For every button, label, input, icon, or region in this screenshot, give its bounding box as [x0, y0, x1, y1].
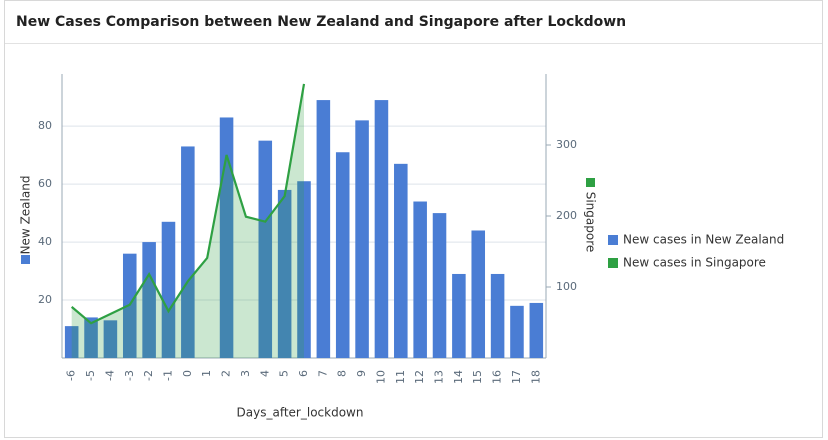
bar — [335, 152, 350, 358]
bar — [84, 317, 98, 358]
bar — [490, 273, 505, 358]
bar — [432, 213, 447, 358]
x-tick-label: 8 — [336, 370, 349, 377]
x-tick-label: 9 — [355, 370, 368, 377]
legend-swatch — [608, 258, 618, 268]
x-tick-label: 18 — [529, 370, 542, 384]
bar — [64, 326, 79, 358]
x-tick-label: 13 — [433, 370, 446, 384]
x-tick-label: 15 — [471, 370, 484, 384]
line — [70, 83, 306, 325]
y2-tick-label: 300 — [556, 138, 577, 151]
x-tick-label: -5 — [84, 370, 97, 381]
y-axis-title: New Zealand — [19, 176, 33, 255]
bar — [297, 181, 311, 358]
x-tick-label: -4 — [103, 370, 116, 381]
x-tick-label: 10 — [374, 370, 387, 384]
x-tick-label: 17 — [510, 370, 523, 384]
legend-label: New cases in New Zealand — [623, 233, 784, 247]
x-tick-label: 12 — [413, 370, 426, 384]
x-tick-label: 11 — [394, 370, 407, 384]
bar — [529, 302, 544, 358]
bar — [142, 242, 156, 358]
x-tick-label: -3 — [123, 370, 136, 381]
bar — [471, 230, 486, 358]
y2-axis-title: Singapore — [584, 192, 598, 253]
y-tick-label: 40 — [38, 235, 52, 248]
legend-swatch — [608, 235, 618, 245]
x-tick-label: 5 — [278, 370, 291, 377]
bar — [103, 320, 118, 358]
bar — [277, 189, 292, 358]
x-tick-label: 1 — [200, 370, 213, 377]
x-tick-label: 4 — [258, 370, 271, 377]
bar — [355, 120, 369, 359]
x-tick-label: -2 — [142, 370, 155, 381]
bar — [258, 140, 273, 358]
bar — [316, 100, 331, 358]
y2-axis-key — [586, 178, 595, 187]
y2-tick-label: 100 — [556, 280, 577, 293]
chart-title: New Cases Comparison between New Zealand… — [16, 14, 626, 30]
y-tick-label: 80 — [38, 119, 52, 132]
y-tick-label: 20 — [38, 293, 52, 306]
x-tick-label: 7 — [316, 370, 329, 377]
x-tick-label: 6 — [297, 370, 310, 377]
legend-label: New cases in Singapore — [623, 256, 766, 270]
bar — [181, 146, 195, 358]
x-tick-label: -6 — [65, 370, 78, 381]
x-tick-label: 2 — [220, 370, 233, 377]
x-tick-label: -1 — [161, 370, 174, 381]
bar — [510, 305, 524, 358]
bar — [452, 273, 466, 358]
x-axis-title: Days_after_lockdown — [237, 406, 364, 420]
x-tick-label: 3 — [239, 370, 252, 377]
area — [71, 83, 305, 358]
y-tick-label: 60 — [38, 177, 52, 190]
y-axis-key — [21, 255, 30, 264]
bar — [161, 221, 176, 358]
y2-tick-label: 200 — [556, 209, 577, 222]
x-tick-label: 16 — [491, 370, 504, 384]
bar — [413, 201, 427, 358]
x-tick-label: 0 — [181, 370, 194, 377]
x-tick-label: 14 — [452, 370, 465, 384]
bar — [374, 100, 389, 358]
bar — [394, 163, 408, 358]
